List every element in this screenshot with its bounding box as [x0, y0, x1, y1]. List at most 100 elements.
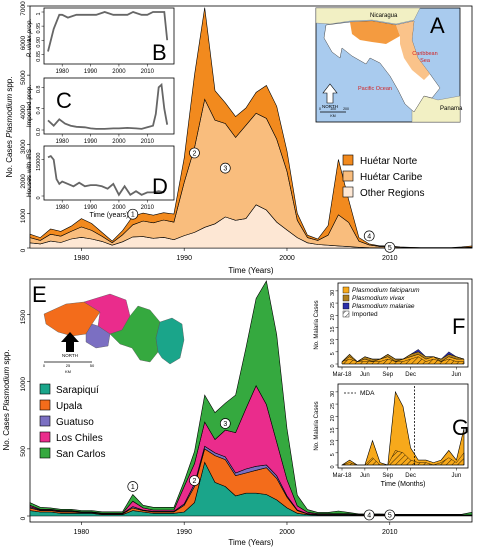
map-a-scale-0: 0: [319, 107, 321, 111]
bottom-xtick-label: 2010: [382, 529, 398, 536]
inset-f-series-malariae: [341, 349, 465, 363]
top-event-marker: [189, 147, 200, 159]
bottom-xtick-label: 1980: [74, 529, 90, 536]
inset-d-ytick-label: 0: [36, 196, 42, 199]
bottom-x-axis-title: Time (Years): [228, 538, 274, 547]
inset-g-ytick-label: 5: [330, 453, 336, 456]
top-ytick-label: 0: [20, 248, 27, 252]
map-e-north-label: NORTH: [62, 353, 78, 358]
inset-g-ytick-label: 0: [330, 465, 336, 468]
legend-swatch-upala: [39, 399, 51, 411]
inset-f-ytick-label: 15: [330, 326, 336, 332]
inset-d-xtick-label: 2010: [141, 205, 155, 211]
map-e-sarapiqui: [155, 317, 185, 365]
inset-d-xtick-label: 1990: [84, 205, 98, 211]
map-a-label-caribbean: Caribbean: [412, 51, 437, 57]
inset-f-xtick-label: Jun: [452, 372, 462, 378]
map-a-label-pacific: Pacific Ocean: [358, 86, 392, 92]
inset-g-xtick-label: Dec: [405, 473, 416, 479]
bottom-ytick-label: 1000: [20, 377, 27, 392]
legend-label-imported: Imported: [352, 311, 378, 318]
inset-f-axes: 0 5 10 15 20 25 30 Mar-18 Jun Sep Dec Jun: [330, 290, 461, 378]
map-e-scale-50: 50: [90, 363, 95, 368]
bottom-event-label: 2: [193, 478, 197, 485]
legend-label-vivax: Plasmodium vivax: [352, 295, 405, 302]
inset-d-letter: D: [152, 174, 168, 199]
legend-label-huetar-caribe: Huétar Caribe: [360, 172, 423, 183]
inset-d-frame: [43, 145, 175, 201]
inset-b-ytick-label: 0.90: [36, 37, 42, 48]
bottom-ytick-label: 0: [20, 516, 27, 520]
inset-b-ytick-label: 0.85: [36, 51, 42, 62]
map-a-nicaragua: [315, 7, 421, 25]
map-e-guatuso: [85, 323, 111, 349]
bottom-event-markers: 1 2 3 4 5: [127, 418, 396, 521]
inset-g-xlabel: Time (Months): [381, 481, 426, 488]
inset-b: 0.85 0.90 0.95 1 1980 1990 2000 2010 P. vivax p…: [26, 7, 175, 75]
map-a-scale-km: KM: [330, 114, 335, 118]
inset-f-ylabel: No. Malaria Cases: [314, 300, 320, 349]
inset-b-ytick-label: 0.95: [36, 23, 42, 34]
bottom-event-label: 4: [367, 512, 371, 519]
bottom-ytick-label: 1500: [20, 309, 27, 324]
legend-label-upala: Upala: [56, 401, 83, 412]
legend-label-guatuso: Guatuso: [56, 417, 94, 428]
inset-c-ytick-label: 0.4: [36, 107, 42, 115]
bottom-ytick-label: 500: [20, 446, 27, 457]
legend-swatch-imported: [342, 310, 350, 318]
inset-f-ytick-label: 5: [330, 352, 336, 355]
top-event-marker: [384, 241, 396, 253]
inset-c-ylabel: Imported prop.: [26, 85, 33, 127]
bottom-event-marker: [127, 481, 139, 492]
inset-c-axes: 0.0 0.4 0.8 1980 1990 2000 2010: [36, 86, 155, 145]
top-legend: Huétar Norte Huétar Caribe Other Regions: [342, 154, 424, 199]
inset-d-xtick-label: 2000: [112, 205, 126, 211]
inset-b-ytick-label: 1: [36, 12, 42, 15]
mda-legend-label: MDA: [360, 390, 375, 397]
inset-f-ytick-label: 20: [330, 314, 336, 320]
map-a-huetar-norte: [350, 21, 400, 44]
inset-g-series-imported: [341, 450, 465, 466]
inset-f-legend: Plasmodium falciparum Plasmodium vivax P…: [342, 286, 420, 318]
inset-g: 0 5 10 15 20 25 30 Mar-18 Jun Sep Dec Jun No. Malar…: [314, 383, 469, 488]
map-e-letter: E: [32, 282, 47, 307]
top-event-marker: [127, 208, 139, 220]
legend-label-san-carlos: San Carlos: [56, 449, 105, 460]
inset-b-letter: B: [152, 40, 167, 65]
map-a-label-caribbean-sea: Sea: [420, 58, 431, 64]
top-event-label: 1: [131, 212, 135, 219]
legend-swatch-falciparum: [342, 286, 350, 294]
inset-g-axes: 0 5 10 15 20 25 30 Mar-18 Jun Sep Dec Jun: [330, 391, 461, 479]
bottom-event-marker: [189, 475, 200, 486]
top-x-axis: 1980 1990 2000 2010: [74, 248, 398, 262]
legend-label-other-regions: Other Regions: [360, 188, 424, 199]
top-event-label: 3: [223, 166, 227, 173]
inset-f-frame: [337, 282, 469, 368]
top-ytick-label: 6000: [20, 35, 27, 50]
top-area-layers: [29, 7, 473, 249]
inset-d-xlabel: Time (years): [89, 212, 128, 219]
map-a-scale-100: 100: [330, 107, 336, 111]
inset-c-ytick-label: 0.0: [36, 128, 42, 136]
legend-label-huetar-norte: Huétar Norte: [360, 156, 418, 167]
inset-c-xtick-label: 2000: [112, 139, 126, 145]
inset-g-xtick-label: Jun: [452, 473, 462, 479]
inset-c: 0.0 0.4 0.8 1980 1990 2000 2010 Imported prop.…: [26, 77, 175, 145]
map-e-north-arrow-icon: [61, 332, 79, 352]
inset-d-ylabel: Houses with IRS: [26, 148, 33, 197]
inset-f: 0 5 10 15 20 25 30 Mar-18 Jun Sep Dec Jun No. Malar…: [314, 282, 469, 378]
top-event-label: 4: [367, 233, 371, 240]
inset-c-letter: C: [56, 88, 72, 113]
map-e-scale-25: 25: [66, 363, 71, 368]
legend-swatch-sarapiqui: [39, 383, 51, 395]
inset-g-ytick-label: 25: [330, 403, 336, 409]
map-a-label-nicaragua: Nicaragua: [370, 13, 398, 19]
bottom-event-marker: [219, 418, 231, 429]
inset-b-series-line: [47, 11, 169, 52]
top-ytick-label: 3000: [20, 139, 27, 154]
inset-d-axes: 0 150000 1980 1990 2000 2010: [36, 153, 155, 211]
inset-g-letter: G: [452, 415, 469, 440]
bottom-event-label: 1: [131, 484, 135, 491]
inset-c-series-line: [47, 82, 169, 130]
inset-g-xtick-label: Sep: [382, 473, 393, 479]
